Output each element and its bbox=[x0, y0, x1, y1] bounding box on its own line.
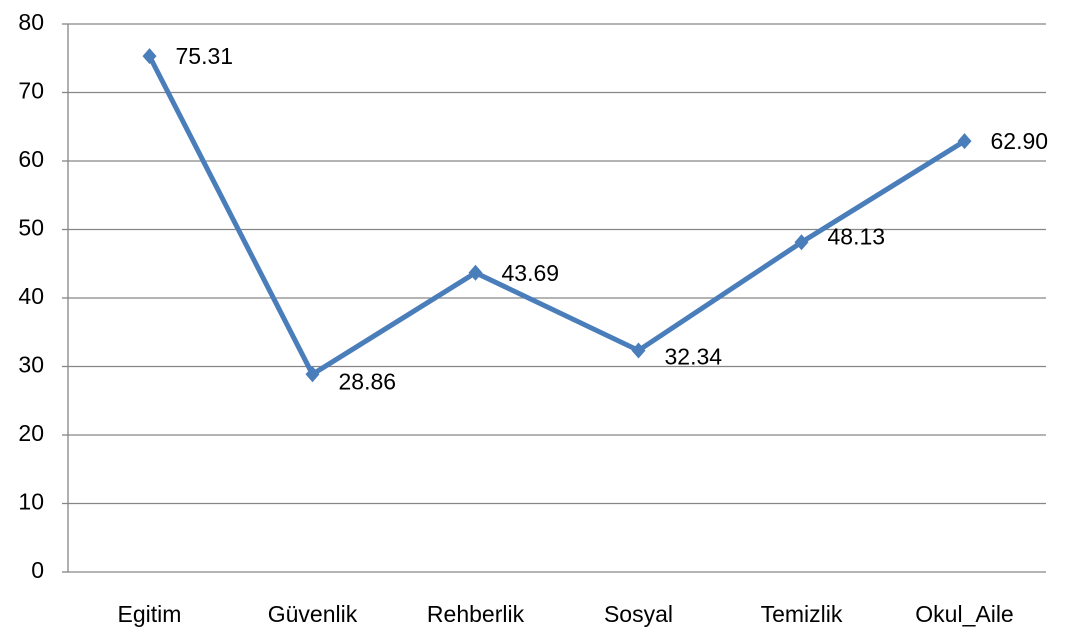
marker bbox=[468, 264, 483, 281]
x-tick-label: Rehberlik bbox=[427, 601, 525, 627]
data-label: 43.69 bbox=[502, 260, 560, 286]
data-label: 75.31 bbox=[176, 43, 234, 69]
x-tick-label: Temizlik bbox=[761, 601, 843, 627]
data-label: 32.34 bbox=[665, 344, 723, 370]
y-tick-label: 50 bbox=[18, 215, 44, 241]
y-tick-label: 0 bbox=[31, 557, 44, 583]
y-tick-label: 70 bbox=[18, 78, 44, 104]
y-tick-label: 10 bbox=[18, 489, 44, 515]
y-tick-label: 80 bbox=[18, 9, 44, 35]
data-label: 62.90 bbox=[991, 128, 1049, 154]
marker bbox=[631, 342, 646, 359]
marker bbox=[305, 366, 320, 383]
marker bbox=[142, 48, 157, 65]
x-tick-label: Egitim bbox=[118, 601, 182, 627]
y-tick-label: 40 bbox=[18, 283, 44, 309]
data-label: 48.13 bbox=[828, 223, 886, 249]
y-tick-label: 30 bbox=[18, 352, 44, 378]
x-tick-label: Okul_Aile bbox=[915, 601, 1013, 627]
x-tick-label: Sosyal bbox=[604, 601, 673, 627]
data-label: 28.86 bbox=[339, 368, 397, 394]
marker bbox=[957, 133, 972, 150]
marker bbox=[794, 234, 809, 251]
y-tick-label: 20 bbox=[18, 420, 44, 446]
y-tick-label: 60 bbox=[18, 146, 44, 172]
line bbox=[147, 54, 966, 377]
x-tick-label: Güvenlik bbox=[268, 601, 358, 627]
